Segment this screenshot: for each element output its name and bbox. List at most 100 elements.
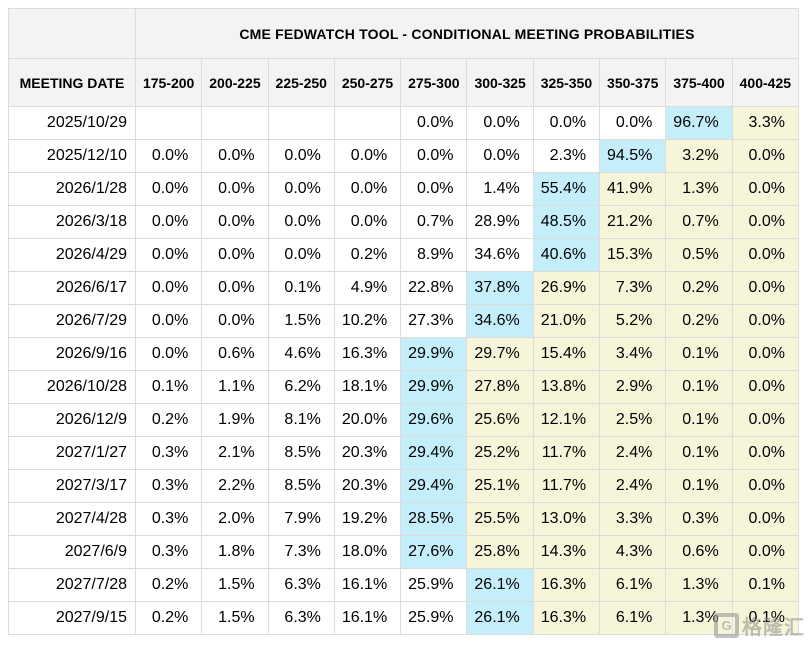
table-row: 2026/6/17 0.0% 0.0% 0.1% 4.9% 22.8% 37.8% 26.9%… <box>8 271 800 305</box>
probability-cell: 0.2% <box>134 601 203 635</box>
probability-cell: 40.6% <box>532 238 601 272</box>
probability-cell: 11.7% <box>532 436 601 470</box>
probability-cell: 29.4% <box>400 436 468 470</box>
probability-cell: 2.9% <box>599 370 667 404</box>
probability-cell: 15.3% <box>599 238 667 272</box>
probability-cell: 29.4% <box>400 469 468 503</box>
rate-range-header-225-250: 225-250 <box>267 58 335 107</box>
probability-cell: 0.3% <box>134 469 203 503</box>
probability-cell: 29.6% <box>400 403 468 437</box>
rate-range-header-250-275: 250-275 <box>333 58 402 107</box>
probability-cell: 0.0% <box>731 337 800 371</box>
probability-cell: 0.0% <box>333 139 402 173</box>
corner-cell <box>8 8 136 59</box>
table-row: 2026/12/9 0.2% 1.9% 8.1% 20.0% 29.6% 25.6% 12.1… <box>8 403 800 437</box>
probability-cell: 0.0% <box>201 172 269 206</box>
probability-cell: 0.0% <box>731 304 800 338</box>
meeting-date-cell: 2027/3/17 <box>8 469 136 503</box>
probability-cell: 0.6% <box>665 535 733 569</box>
probability-cell <box>333 106 402 140</box>
probability-cell: 0.0% <box>731 370 800 404</box>
probability-cell: 0.0% <box>267 172 335 206</box>
probability-cell: 27.6% <box>400 535 468 569</box>
probability-cell: 0.0% <box>400 172 468 206</box>
probability-cell: 26.1% <box>466 601 534 635</box>
probability-cell: 6.3% <box>267 601 335 635</box>
meeting-date-cell: 2025/10/29 <box>8 106 136 140</box>
probability-cell: 26.9% <box>532 271 601 305</box>
fedwatch-probability-table: CME FEDWATCH TOOL - CONDITIONAL MEETING … <box>8 8 800 635</box>
probability-cell: 0.0% <box>267 205 335 239</box>
probability-cell: 25.2% <box>466 436 534 470</box>
probability-cell: 0.2% <box>134 568 203 602</box>
probability-cell: 0.0% <box>400 106 468 140</box>
probability-cell: 0.0% <box>731 271 800 305</box>
probability-cell: 0.0% <box>267 238 335 272</box>
probability-cell: 0.0% <box>731 139 800 173</box>
probability-cell: 2.3% <box>532 139 601 173</box>
meeting-date-cell: 2026/1/28 <box>8 172 136 206</box>
probability-cell: 19.2% <box>333 502 402 536</box>
probability-cell: 18.1% <box>333 370 402 404</box>
probability-cell: 8.9% <box>400 238 468 272</box>
table-row: 2027/6/9 0.3% 1.8% 7.3% 18.0% 27.6% 25.8% 14.3%… <box>8 535 800 569</box>
probability-cell: 0.2% <box>665 271 733 305</box>
probability-cell: 16.1% <box>333 601 402 635</box>
probability-cell: 0.0% <box>201 238 269 272</box>
probability-cell: 28.5% <box>400 502 468 536</box>
probability-cell: 6.2% <box>267 370 335 404</box>
table-row: 2025/12/10 0.0% 0.0% 0.0% 0.0% 0.0% 0.0% 2.3% 94… <box>8 139 800 173</box>
probability-cell: 0.0% <box>201 205 269 239</box>
probability-cell: 0.0% <box>466 106 534 140</box>
table-row: 2027/3/17 0.3% 2.2% 8.5% 20.3% 29.4% 25.1% 11.7… <box>8 469 800 503</box>
probability-cell: 0.0% <box>400 139 468 173</box>
meeting-date-cell: 2026/12/9 <box>8 403 136 437</box>
probability-cell: 8.5% <box>267 469 335 503</box>
rate-range-header-175-200: 175-200 <box>134 58 203 107</box>
table-row: 2026/10/28 0.1% 1.1% 6.2% 18.1% 29.9% 27.8% 13.… <box>8 370 800 404</box>
probability-cell: 0.1% <box>731 568 800 602</box>
probability-cell: 21.0% <box>532 304 601 338</box>
probability-cell: 25.9% <box>400 601 468 635</box>
probability-cell: 2.4% <box>599 469 667 503</box>
table-row: 2026/4/29 0.0% 0.0% 0.0% 0.2% 8.9% 34.6% 40.6% 1… <box>8 238 800 272</box>
probability-cell: 10.2% <box>333 304 402 338</box>
rate-range-header-275-300: 275-300 <box>400 58 468 107</box>
probability-cell: 0.0% <box>466 139 534 173</box>
probability-cell: 0.1% <box>665 337 733 371</box>
probability-cell: 16.3% <box>532 568 601 602</box>
probability-cell: 0.2% <box>134 403 203 437</box>
probability-cell <box>267 106 335 140</box>
column-header-row: MEETING DATE 175-200 200-225 225-250 250-27… <box>8 58 800 107</box>
probability-cell: 7.3% <box>599 271 667 305</box>
probability-cell: 3.2% <box>665 139 733 173</box>
probability-cell: 0.1% <box>665 370 733 404</box>
probability-cell: 25.1% <box>466 469 534 503</box>
probability-cell: 8.1% <box>267 403 335 437</box>
probability-cell: 1.8% <box>201 535 269 569</box>
probability-cell: 28.9% <box>466 205 534 239</box>
probability-cell: 3.3% <box>731 106 800 140</box>
probability-cell: 0.0% <box>134 337 203 371</box>
probability-cell: 0.0% <box>731 403 800 437</box>
table-row: 2026/1/28 0.0% 0.0% 0.0% 0.0% 0.0% 1.4% 55.4% 41… <box>8 172 800 206</box>
probability-cell: 1.9% <box>201 403 269 437</box>
probability-cell: 0.0% <box>532 106 601 140</box>
meeting-date-cell: 2027/9/15 <box>8 601 136 635</box>
probability-cell: 41.9% <box>599 172 667 206</box>
rate-range-header-325-350: 325-350 <box>532 58 601 107</box>
probability-cell: 4.3% <box>599 535 667 569</box>
rate-range-header-350-375: 350-375 <box>599 58 667 107</box>
probability-cell: 16.3% <box>532 601 601 635</box>
probability-cell: 25.5% <box>466 502 534 536</box>
rate-range-header-400-425: 400-425 <box>731 58 800 107</box>
probability-cell: 0.0% <box>134 238 203 272</box>
probability-cell: 20.0% <box>333 403 402 437</box>
probability-cell: 34.6% <box>466 238 534 272</box>
probability-cell: 3.3% <box>599 502 667 536</box>
probability-cell: 0.0% <box>731 436 800 470</box>
table-row: 2026/3/18 0.0% 0.0% 0.0% 0.0% 0.7% 28.9% 48.5% 2… <box>8 205 800 239</box>
table-row: 2025/10/29 0.0% 0.0% 0.0% 0.0% 96.7% 3.3% <box>8 106 800 140</box>
probability-cell: 55.4% <box>532 172 601 206</box>
probability-cell: 2.5% <box>599 403 667 437</box>
